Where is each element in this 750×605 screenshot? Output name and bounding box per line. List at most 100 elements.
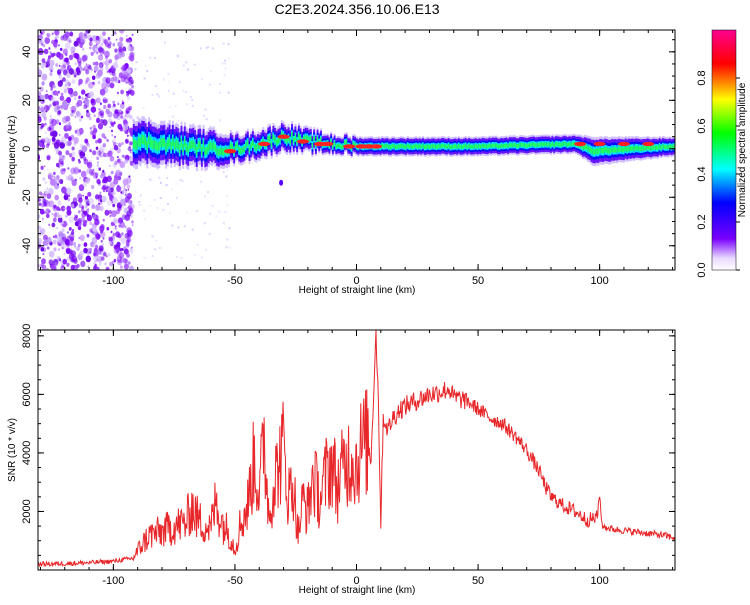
noise-speckle — [62, 85, 69, 93]
noise-speckle — [47, 58, 51, 62]
noise-speckle — [62, 77, 66, 82]
noise-speckle — [110, 230, 113, 234]
noise-speckle — [47, 138, 52, 144]
noise-dot — [189, 96, 192, 98]
noise-speckle — [38, 225, 42, 231]
noise-dot — [135, 61, 138, 64]
noise-speckle — [120, 67, 123, 70]
noise-speckle — [112, 62, 119, 69]
noise-speckle — [44, 131, 47, 135]
signal-band-cell — [134, 140, 137, 150]
noise-speckle — [52, 217, 57, 223]
signal-band-cell — [313, 136, 316, 141]
noise-speckle — [78, 169, 82, 173]
noise-dot — [186, 103, 188, 106]
noise-speckle — [110, 187, 114, 193]
noise-speckle — [40, 62, 46, 69]
signal-band-cell — [432, 144, 435, 148]
noise-speckle — [131, 84, 135, 89]
noise-speckle — [68, 102, 70, 105]
noise-speckle — [40, 247, 45, 252]
noise-speckle — [73, 97, 77, 100]
noise-speckle — [49, 51, 52, 54]
noise-speckle — [80, 36, 86, 43]
noise-speckle — [83, 250, 86, 253]
signal-band-cell — [544, 142, 547, 147]
snr-xtick-label: 0 — [353, 575, 359, 587]
signal-band-cell — [648, 145, 651, 151]
noise-speckle — [83, 242, 88, 247]
noise-speckle — [120, 237, 127, 245]
noise-dot — [228, 227, 231, 230]
noise-speckle — [57, 110, 61, 116]
signal-band-cell — [580, 143, 583, 149]
signal-band-cell — [507, 144, 510, 149]
noise-speckle — [57, 248, 61, 251]
noise-speckle — [49, 59, 55, 67]
noise-speckle — [89, 37, 93, 42]
noise-speckle — [126, 34, 128, 37]
noise-speckle — [112, 138, 116, 143]
signal-band-cell — [214, 144, 217, 152]
noise-speckle — [93, 65, 99, 72]
noise-speckle — [111, 122, 115, 127]
noise-dot — [185, 91, 188, 94]
noise-speckle — [50, 53, 55, 58]
signal-band-cell — [287, 135, 290, 142]
noise-dot — [138, 201, 141, 203]
noise-dot — [172, 92, 175, 95]
noise-speckle — [130, 200, 133, 204]
signal-band-cell — [582, 145, 585, 150]
noise-speckle — [107, 200, 112, 206]
signal-band-cell — [469, 144, 472, 149]
noise-speckle — [125, 139, 129, 144]
noise-speckle — [94, 47, 98, 52]
noise-speckle — [119, 265, 123, 269]
noise-speckle — [122, 178, 129, 186]
noise-speckle — [130, 246, 133, 249]
noise-speckle — [119, 172, 122, 176]
signal-band-cell — [456, 145, 459, 149]
noise-dot — [158, 95, 161, 98]
signal-band-cell — [166, 140, 169, 149]
noise-speckle — [42, 198, 47, 204]
noise-speckle — [53, 141, 60, 149]
noise-speckle — [103, 152, 107, 158]
signal-band-cell — [566, 142, 569, 147]
noise-speckle — [85, 255, 92, 263]
noise-dot — [211, 47, 214, 50]
noise-speckle — [73, 40, 79, 47]
signal-band-cell — [173, 141, 176, 151]
noise-dot — [203, 222, 206, 225]
noise-speckle — [107, 44, 112, 49]
noise-speckle — [120, 232, 124, 236]
noise-speckle — [104, 136, 107, 140]
noise-speckle — [76, 99, 83, 107]
signal-band-cell — [408, 144, 411, 149]
signal-band-cell — [483, 144, 486, 148]
colorbar-tick-label: 0.6 — [696, 118, 708, 133]
signal-band-cell — [316, 136, 319, 142]
noise-speckle — [119, 195, 123, 200]
noise-speckle — [99, 154, 102, 158]
noise-speckle — [91, 223, 94, 226]
noise-speckle — [121, 64, 127, 70]
spectrogram-xtick-label: 100 — [590, 275, 608, 287]
noise-speckle — [66, 231, 70, 234]
noise-speckle — [41, 217, 45, 221]
noise-speckle — [40, 228, 46, 235]
noise-speckle — [44, 117, 47, 120]
signal-band-cell — [657, 145, 659, 151]
signal-band-cell — [670, 145, 673, 150]
signal-band-cell — [471, 144, 474, 149]
noise-dot — [226, 238, 229, 241]
noise-dot — [149, 178, 152, 181]
noise-speckle — [65, 123, 70, 129]
signal-band-cell — [503, 143, 506, 148]
noise-speckle — [118, 142, 122, 148]
noise-speckle — [127, 67, 130, 70]
signal-band-cell — [641, 146, 644, 151]
noise-speckle — [127, 193, 132, 199]
noise-speckle — [56, 206, 60, 211]
noise-speckle — [60, 168, 66, 175]
